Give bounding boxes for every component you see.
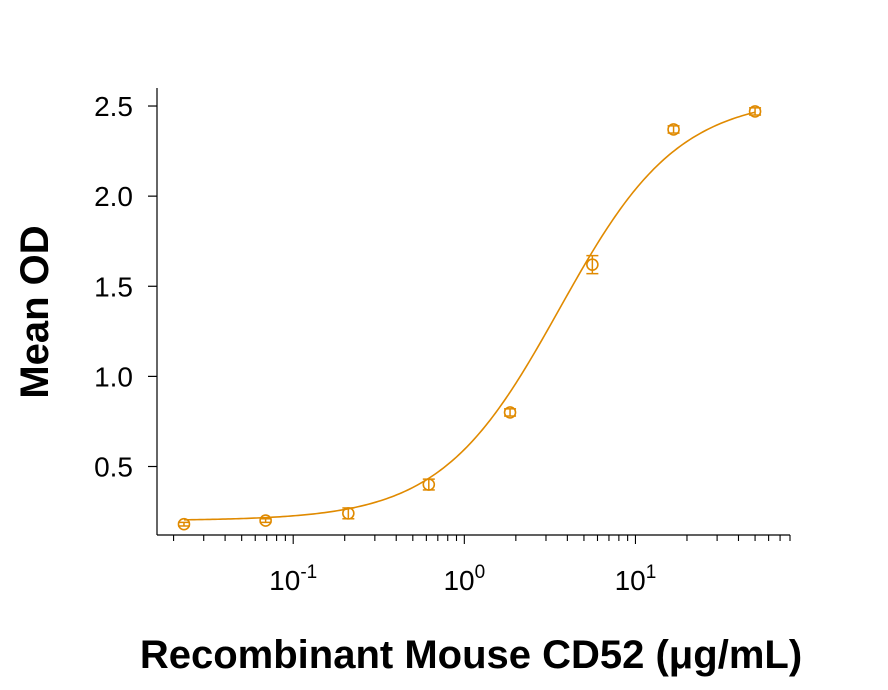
y-tick-label: 1.0: [94, 361, 133, 392]
x-tick-exponent: 1: [646, 562, 657, 583]
x-tick-base: 10: [443, 565, 474, 596]
x-tick-exponent: 0: [475, 562, 486, 583]
x-tick-label: 101: [615, 562, 657, 596]
y-tick-label: 1.5: [94, 271, 133, 302]
data-point: [342, 507, 355, 520]
y-axis-title: Mean OD: [13, 225, 57, 398]
data-point: [586, 254, 599, 275]
x-axis-title: Recombinant Mouse CD52 (μg/mL): [140, 633, 802, 677]
fit-layer: [183, 111, 756, 521]
data-marker: [342, 507, 355, 520]
data-point: [422, 478, 436, 491]
data-point: [503, 406, 517, 419]
x-tick-exponent: -1: [300, 562, 317, 583]
points-layer: [177, 105, 762, 531]
data-marker: [667, 123, 680, 136]
data-point: [177, 517, 191, 531]
x-tick-label: 100: [443, 562, 485, 596]
x-tick-base: 10: [269, 565, 300, 596]
fit-curve: [183, 111, 756, 521]
data-point: [748, 105, 762, 118]
data-point: [259, 514, 272, 527]
data-marker: [586, 258, 599, 271]
data-marker: [422, 478, 436, 491]
y-tick-label: 2.0: [94, 181, 133, 212]
data-point: [667, 123, 680, 136]
ticks-layer: 0.51.01.52.02.510-1 100 101: [94, 91, 791, 596]
x-tick-base: 10: [615, 565, 646, 596]
y-tick-label: 0.5: [94, 452, 133, 483]
data-marker: [503, 406, 517, 419]
data-marker: [177, 517, 191, 531]
data-marker: [259, 514, 272, 527]
y-tick-label: 2.5: [94, 91, 133, 122]
x-tick-label: 10-1: [269, 562, 317, 596]
axes-layer: [156, 88, 790, 536]
data-marker: [748, 105, 762, 118]
